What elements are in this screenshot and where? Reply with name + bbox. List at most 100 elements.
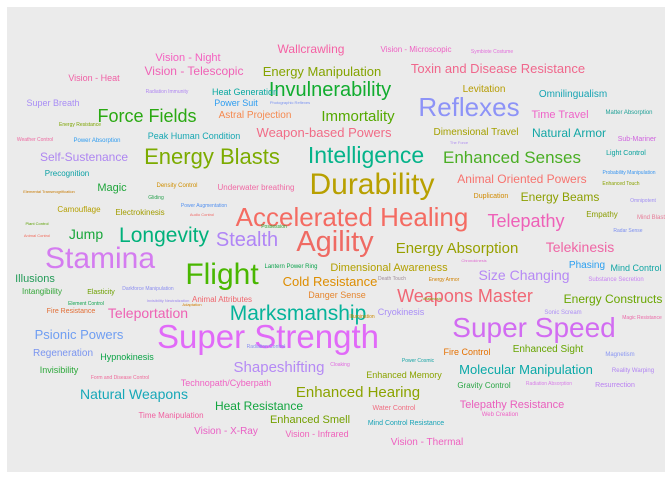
word-elasticity: Elasticity [87,289,115,296]
word-empathy: Empathy [586,210,618,219]
word-precognition: Precognition [45,169,89,178]
word-mind-blast: Mind Blast [637,215,665,221]
word-energy-blasts: Energy Blasts [144,144,280,169]
word-flight: Flight [185,258,259,291]
word-the-force: The Force [450,140,469,145]
word-lantern-power-ring: Lantern Power Ring [264,264,317,270]
word-weather-control: Weather Control [17,137,53,143]
word-magic-resistance: Magic Resistance [622,315,662,321]
word-intangibility: Intangibility [22,287,62,296]
word-illusions: Illusions [15,273,55,285]
word-light-control: Light Control [606,150,646,157]
word-toxin-and-disease-resistance: Toxin and Disease Resistance [411,61,585,76]
word-time-travel: Time Travel [531,109,588,121]
word-vision-microscopic: Vision - Microscopic [381,45,452,54]
word-animal-control: Animal Control [24,233,50,238]
word-immortality: Immortality [321,108,395,125]
word-energy-manipulation: Energy Manipulation [263,64,382,79]
word-natural-armor: Natural Armor [532,126,606,140]
word-levitation: Levitation [463,84,506,95]
word-power-suit: Power Suit [214,98,258,108]
word-enhanced-memory: Enhanced Memory [366,370,442,380]
word-water-control: Water Control [373,405,416,412]
word-gliding: Gliding [148,195,164,201]
word-agility: Agility [296,226,374,258]
word-enhanced-hearing: Enhanced Hearing [296,384,420,401]
word-radiation-immunity: Radiation Immunity [146,89,189,95]
word-electrokinesis: Electrokinesis [115,208,164,217]
word-super-strength: Super Strength [157,318,379,355]
word-shapeshifting: Shapeshifting [234,359,325,376]
word-radiation-absorption: Radiation Absorption [526,381,572,387]
word-longevity: Longevity [119,224,209,247]
word-photographic-reflexes: Photographic Reflexes [270,100,310,105]
word-camouflage: Camouflage [57,205,101,214]
word-size-changing: Size Changing [478,267,569,283]
word-hypnokinesis: Hypnokinesis [100,352,154,362]
word-death-touch: Death Touch [378,276,406,282]
word-stamina: Stamina [45,242,155,275]
word-weapon-based-powers: Weapon-based Powers [257,125,392,140]
word-substance-secretion: Substance Secretion [588,277,643,283]
word-animal-oriented-powers: Animal Oriented Powers [457,172,586,186]
word-vision-telescopic: Vision - Telescopic [145,64,244,78]
word-adaptation: Adaptation [182,302,201,307]
word-phasing: Phasing [569,260,605,271]
word-omnilingualism: Omnilingualism [539,89,607,100]
word-invisibility: Invisibility [40,365,79,375]
word-dimensional-travel: Dimensional Travel [433,127,518,138]
word-omnipotent: Omnipotent [630,198,656,204]
word-radar-sense: Radar Sense [613,228,642,234]
word-radiation-control: Radiation Control [247,344,286,350]
word-energy-armor: Energy Armor [429,277,460,283]
word-jump: Jump [69,226,103,242]
word-magic: Magic [97,182,127,194]
word-telepathy: Telepathy [487,211,564,231]
word-enhanced-touch: Enhanced Touch [602,181,639,187]
word-marksmanship: Marksmanship [230,302,367,325]
word-element-control: Element Control [68,301,104,307]
word-cryokinesis: Cryokinesis [378,307,425,317]
word-chronokinesis: Chronokinesis [461,258,486,263]
word-matter-absorption: Matter Absorption [605,110,652,116]
word-heat-resistance: Heat Resistance [215,399,303,413]
word-darkforce-manipulation: Darkforce Manipulation [122,286,174,292]
word-telekinesis: Telekinesis [546,239,614,255]
word-form-and-disease-control: Form and Disease Control [91,375,149,381]
word-danger-sense: Danger Sense [308,290,366,300]
plot-panel [7,7,665,472]
word-cold-resistance: Cold Resistance [283,274,378,289]
word-regeneration: Regeneration [33,348,93,359]
word-probability-manipulation: Probability Manipulation [602,170,655,176]
word-symbiote-costume: Symbiote Costume [471,49,513,55]
word-super-breath: Super Breath [26,98,79,108]
word-durability: Durability [309,168,434,201]
word-vision-infrared: Vision - Infrared [285,429,348,439]
word-heat-generation: Heat Generation [212,87,278,97]
word-technopath-cyberpath: Technopath/Cyberpath [181,378,272,388]
word-stealth: Stealth [216,229,278,251]
word-fire-resistance: Fire Resistance [47,308,96,315]
word-energy-absorption: Energy Absorption [396,240,519,257]
word-power-augmentation: Power Augmentation [181,203,227,209]
word-resurrection: Resurrection [595,382,635,389]
word-mind-control: Mind Control [610,263,661,273]
word-plant-control: Plant Control [25,221,48,226]
word-accelerated-healing: Accelerated Healing [236,202,469,232]
word-enhanced-sight: Enhanced Sight [513,344,584,355]
word-sonic-scream: Sonic Scream [544,310,581,316]
word-time-manipulation: Time Manipulation [138,411,203,420]
word-cloaking: Cloaking [330,362,350,368]
word-fire-control: Fire Control [443,347,490,357]
word-elemental-transmogrification: Elemental Transmogrification [23,189,75,194]
word-teleportation: Teleportation [108,305,188,321]
word-force-fields: Force Fields [97,106,196,126]
word-energy-resistance: Energy Resistance [59,122,101,128]
word-density-control: Density Control [156,183,197,189]
word-reflexes: Reflexes [418,92,519,122]
word-vision-night: Vision - Night [155,52,220,64]
word-intelligence: Intelligence [308,142,424,168]
word-magnetism: Magnetism [605,352,634,358]
word-enhanced-smell: Enhanced Smell [270,414,350,426]
